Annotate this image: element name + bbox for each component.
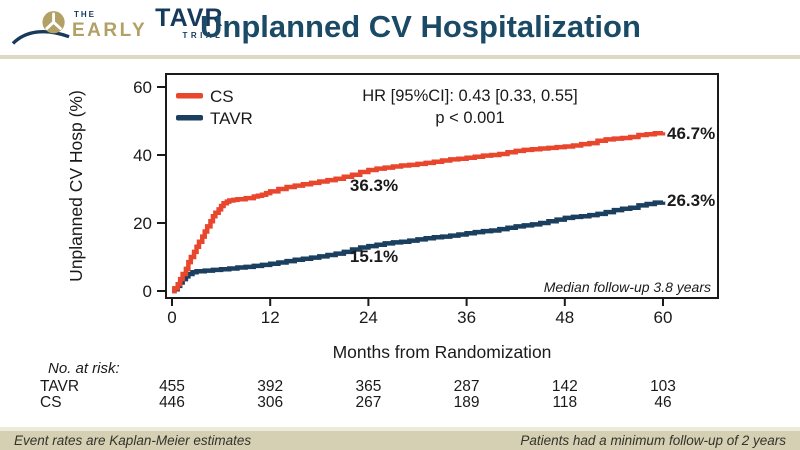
risk-count: 267 xyxy=(355,394,381,411)
hazard-ratio-text: HR [95%CI]: 0.43 [0.33, 0.55] xyxy=(362,87,578,105)
y-tick-label: 60 xyxy=(133,78,152,97)
median-followup-note: Median follow-up 3.8 years xyxy=(544,279,711,295)
risk-count: 455 xyxy=(159,378,185,395)
legend: CS TAVR xyxy=(176,87,253,128)
y-tick-label: 40 xyxy=(133,146,152,165)
risk-table-label: No. at risk: xyxy=(48,360,120,377)
legend-label-cs: CS xyxy=(210,87,234,106)
annotation-tavr-end: 26.3% xyxy=(667,191,715,210)
x-tick-label: 12 xyxy=(261,308,280,327)
annotation-cs-end: 46.7% xyxy=(667,124,715,143)
km-curves xyxy=(172,130,666,294)
y-axis-title: Unplanned CV Hosp (%) xyxy=(66,90,86,282)
x-tick-label: 36 xyxy=(457,308,476,327)
x-axis-ticks: 0 12 24 36 48 60 xyxy=(167,298,672,327)
x-tick-label: 24 xyxy=(359,308,378,327)
risk-count: 392 xyxy=(257,378,283,395)
page-title: Unplanned CV Hospitalization xyxy=(200,9,641,44)
legend-label-tavr: TAVR xyxy=(210,109,253,128)
heart-valve-swoosh-icon xyxy=(12,11,70,45)
x-tick-label: 0 xyxy=(167,308,176,327)
logo-text: THE EARLY TAVR TRIAL xyxy=(72,6,224,44)
header: THE EARLY TAVR TRIAL Unplanned CV Hospit… xyxy=(0,0,800,55)
x-axis-title: Months from Randomization xyxy=(333,342,552,362)
risk-table: No. at risk: TAVR CS 455 392 365 287 142 1034… xyxy=(40,360,676,411)
logo-tavr: TAVR xyxy=(155,4,224,32)
annotation-cs-mid: 36.3% xyxy=(350,176,398,195)
header-separator xyxy=(0,55,800,59)
risk-count: 306 xyxy=(257,394,283,411)
risk-count: 46 xyxy=(654,394,671,411)
p-value-text: p < 0.001 xyxy=(435,109,504,127)
legend-swatch-tavr xyxy=(176,115,203,121)
plot-border xyxy=(165,73,719,299)
logo-trial: TRIAL xyxy=(182,31,224,40)
y-axis-ticks: 0 20 40 60 xyxy=(133,78,165,301)
early-tavr-trial-logo: THE EARLY TAVR TRIAL xyxy=(12,6,224,50)
logo-the: THE xyxy=(74,10,96,19)
risk-row-name-cs: CS xyxy=(40,394,62,411)
risk-count: 118 xyxy=(552,394,577,411)
km-curve-tavr xyxy=(172,200,666,294)
logo-early: EARLY xyxy=(72,20,148,41)
risk-count: 365 xyxy=(355,378,381,395)
risk-count: 142 xyxy=(552,378,578,395)
footer-right-note: Patients had a minimum follow-up of 2 ye… xyxy=(520,433,786,448)
y-tick-label: 20 xyxy=(133,214,152,233)
y-tick-label: 0 xyxy=(143,282,152,301)
risk-count: 446 xyxy=(159,394,185,411)
footer: Event rates are Kaplan-Meier estimates P… xyxy=(0,427,800,450)
annotation-tavr-mid: 15.1% xyxy=(350,247,398,266)
risk-count: 103 xyxy=(650,378,676,395)
x-tick-label: 60 xyxy=(654,308,673,327)
footer-left-note: Event rates are Kaplan-Meier estimates xyxy=(14,433,252,448)
km-curve-cs xyxy=(172,130,666,294)
risk-values: 455 392 365 287 142 103 446 306 267 189 118 46 xyxy=(159,378,676,411)
risk-count: 287 xyxy=(454,378,480,395)
legend-swatch-cs xyxy=(176,93,203,99)
risk-count: 189 xyxy=(454,394,480,411)
risk-row-name-tavr: TAVR xyxy=(40,378,79,395)
x-tick-label: 48 xyxy=(555,308,574,327)
